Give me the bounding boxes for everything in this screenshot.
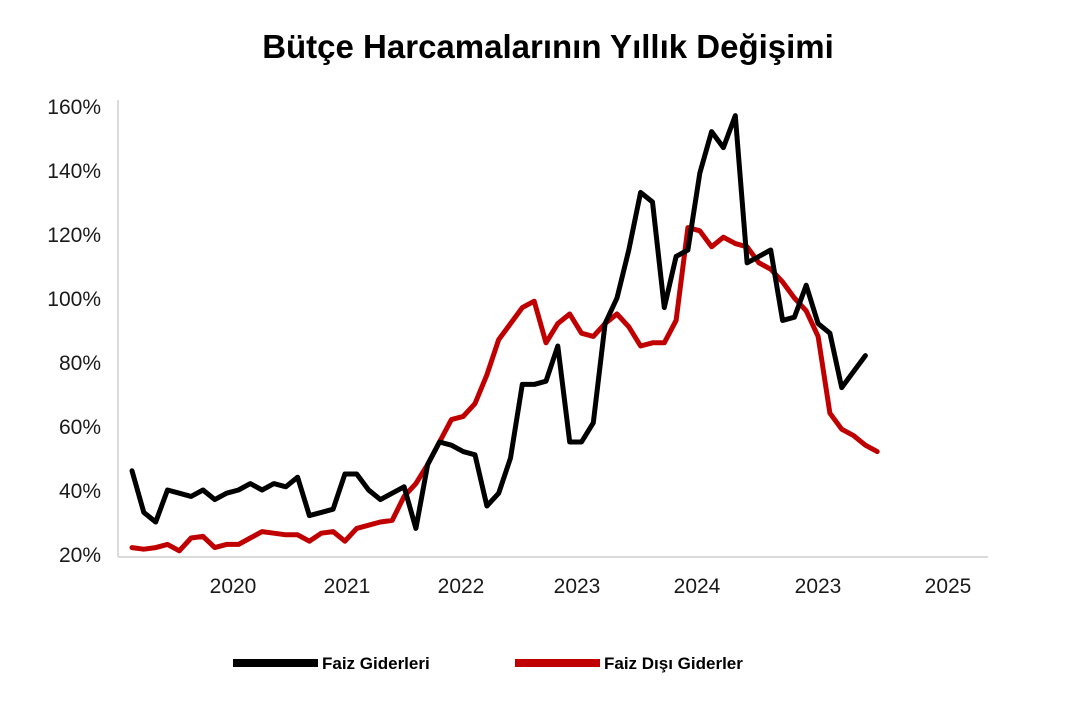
x-tick-label: 2025 <box>925 575 972 598</box>
x-tick-label: 2021 <box>324 575 371 598</box>
series-line-faiz-disi-giderler <box>129 225 880 554</box>
x-tick-label: 2023 <box>554 575 601 598</box>
y-tick-label: 20% <box>59 544 101 567</box>
chart-title: Bütçe Harcamalarının Yıllık Değişimi <box>262 28 834 65</box>
legend: Faiz Giderleri Faiz Dışı Giderler <box>233 654 743 673</box>
x-axis: 2020 2021 2022 2023 2024 2023 2025 <box>118 556 988 598</box>
legend-item-faiz-giderleri: Faiz Giderleri <box>233 654 430 673</box>
x-tick-labels: 2020 2021 2022 2023 2024 2023 2025 <box>210 575 972 598</box>
legend-label-faiz-giderleri: Faiz Giderleri <box>322 654 430 673</box>
y-tick-label: 80% <box>59 352 101 375</box>
x-tick-label: 2020 <box>210 575 257 598</box>
y-tick-label: 60% <box>59 416 101 439</box>
x-tick-label: 2022 <box>438 575 485 598</box>
x-tick-label: 2023 <box>795 575 842 598</box>
y-tick-label: 120% <box>47 224 101 247</box>
legend-item-faiz-disi-giderler: Faiz Dışı Giderler <box>515 654 743 673</box>
series-line-faiz-giderleri <box>129 113 868 531</box>
y-axis: 20% 40% 60% 80% 100% 120% 140% 160% <box>47 96 119 567</box>
y-tick-labels: 20% 40% 60% 80% 100% 120% 140% 160% <box>47 96 101 567</box>
legend-label-faiz-disi-giderler: Faiz Dışı Giderler <box>604 654 743 673</box>
y-tick-label: 140% <box>47 160 101 183</box>
x-tick-label: 2024 <box>674 575 721 598</box>
y-tick-label: 100% <box>47 288 101 311</box>
y-tick-label: 40% <box>59 480 101 503</box>
y-tick-label: 160% <box>47 96 101 119</box>
plot-area <box>129 113 880 554</box>
